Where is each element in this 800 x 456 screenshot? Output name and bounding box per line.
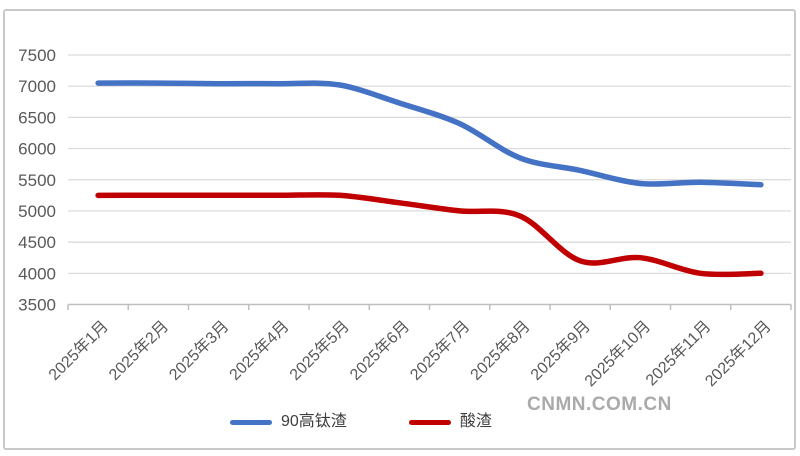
legend-item-1: 酸渣	[408, 413, 492, 430]
legend-label: 酸渣	[459, 413, 492, 430]
x-axis-label: 2025年3月	[166, 317, 233, 384]
y-axis-label: 7000	[18, 77, 56, 96]
series-line-0	[95, 80, 764, 188]
y-axis-label: 5000	[18, 202, 56, 221]
x-axis-label: 2025年7月	[407, 317, 474, 384]
legend-item-0: 90高钛渣	[230, 414, 347, 430]
y-axis-label: 6000	[18, 140, 56, 159]
y-axis-label: 4500	[18, 233, 56, 252]
y-axis-label: 7500	[18, 46, 56, 65]
legend-line-swatch	[408, 419, 451, 425]
x-axis-label: 2025年1月	[45, 317, 112, 384]
y-axis-label: 4000	[18, 264, 56, 283]
legend: 90高钛渣 酸渣	[230, 414, 492, 430]
x-axis-label: 2025年5月	[286, 317, 353, 384]
x-axis-label: 2025年6月	[346, 317, 413, 384]
y-axis-label: 5500	[18, 171, 56, 190]
y-axis-label: 6500	[18, 108, 56, 127]
x-axis-label: 2025年9月	[527, 317, 594, 384]
watermark: CNMN.COM.CN	[527, 394, 672, 415]
series-line-1	[95, 192, 764, 278]
x-axis-label: 2025年4月	[226, 317, 293, 384]
y-axis-label: 3500	[18, 296, 56, 315]
legend-line-swatch	[230, 419, 272, 425]
legend-label: 90高钛渣	[281, 413, 347, 430]
x-axis-label: 2025年8月	[467, 317, 534, 384]
x-axis-label: 2025年2月	[105, 317, 172, 384]
